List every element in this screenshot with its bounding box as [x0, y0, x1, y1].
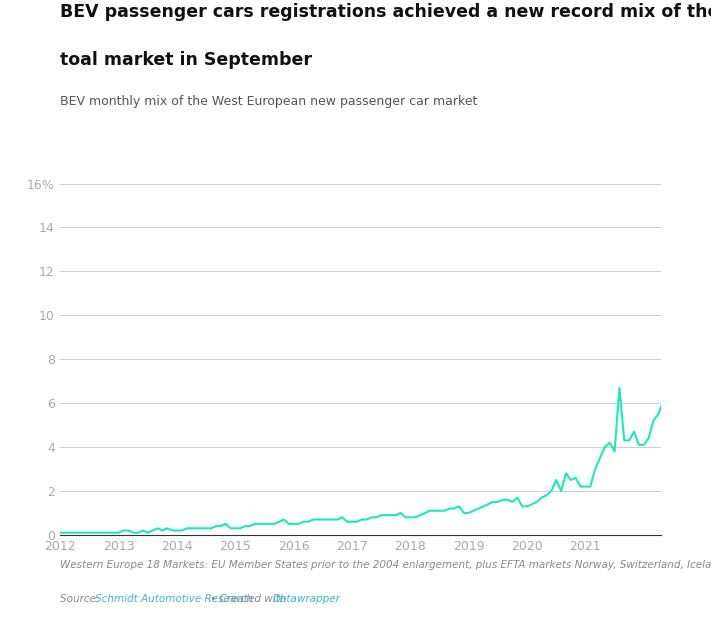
Text: Datawrapper: Datawrapper: [273, 594, 341, 604]
Text: BEV monthly mix of the West European new passenger car market: BEV monthly mix of the West European new…: [60, 95, 478, 108]
Text: Schmidt Automotive Research: Schmidt Automotive Research: [95, 594, 253, 604]
Text: Western Europe 18 Markets: EU Member States prior to the 2004 enlargement, plus : Western Europe 18 Markets: EU Member Sta…: [60, 560, 711, 570]
Text: Source:: Source:: [60, 594, 103, 604]
Text: BEV passenger cars registrations achieved a new record mix of the: BEV passenger cars registrations achieve…: [60, 3, 711, 21]
Text: • Created with: • Created with: [207, 594, 289, 604]
Text: toal market in September: toal market in September: [60, 51, 312, 68]
